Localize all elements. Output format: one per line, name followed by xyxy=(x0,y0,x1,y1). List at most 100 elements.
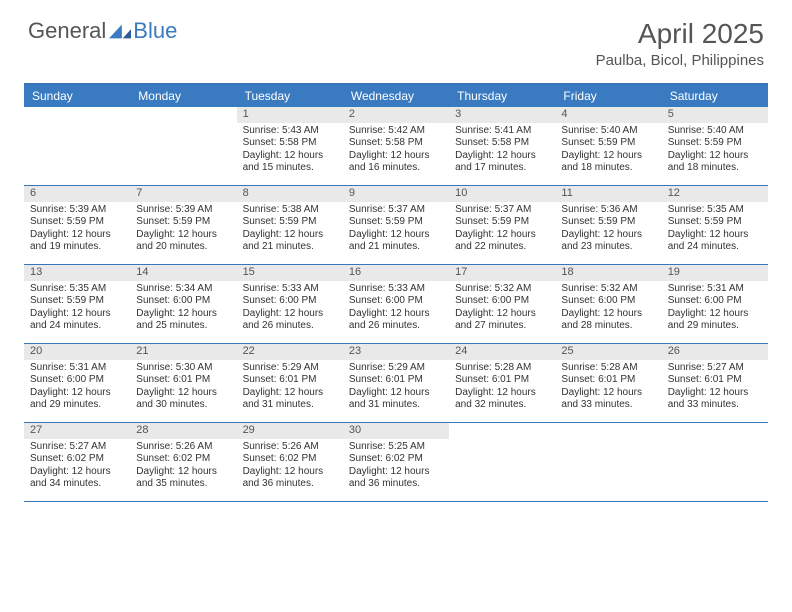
sunrise-text: Sunrise: 5:37 AM xyxy=(349,204,443,217)
daylight-text: Daylight: 12 hours and 29 minutes. xyxy=(30,387,124,412)
daylight-text: Daylight: 12 hours and 33 minutes. xyxy=(561,387,655,412)
calendar-cell: . xyxy=(449,423,555,501)
brand-logo: General Blue xyxy=(28,18,177,44)
calendar-cell: 29Sunrise: 5:26 AMSunset: 6:02 PMDayligh… xyxy=(237,423,343,501)
sunrise-text: Sunrise: 5:26 AM xyxy=(136,441,230,454)
calendar-cell: 24Sunrise: 5:28 AMSunset: 6:01 PMDayligh… xyxy=(449,344,555,422)
calendar-cell: 22 Sunrise: 5:29 AMSunset: 6:01 PMDayligh… xyxy=(237,344,343,422)
sunrise-text: Sunrise: 5:40 AM xyxy=(668,125,762,138)
sunrise-text: Sunrise: 5:43 AM xyxy=(243,125,337,138)
page-subtitle: Paulba, Bicol, Philippines xyxy=(596,52,764,69)
sunset-text: Sunset: 6:01 PM xyxy=(455,374,549,387)
day-number: 17 xyxy=(449,265,555,281)
calendar-cell: 2Sunrise: 5:42 AMSunset: 5:58 PMDaylight… xyxy=(343,107,449,185)
calendar-cell: 20Sunrise: 5:31 AMSunset: 6:00 PMDayligh… xyxy=(24,344,130,422)
day-number: 30 xyxy=(343,423,449,439)
calendar-cell: 23Sunrise: 5:29 AMSunset: 6:01 PMDayligh… xyxy=(343,344,449,422)
sunset-text: Sunset: 5:59 PM xyxy=(30,216,124,229)
sunset-text: Sunset: 6:00 PM xyxy=(349,295,443,308)
day-number: 16 xyxy=(343,265,449,281)
daylight-text: Daylight: 12 hours and 21 minutes. xyxy=(349,229,443,254)
calendar-cell: 13Sunrise: 5:35 AMSunset: 5:59 PMDayligh… xyxy=(24,265,130,343)
calendar-week: 20Sunrise: 5:31 AMSunset: 6:00 PMDayligh… xyxy=(24,344,768,423)
sunset-text: Sunset: 6:02 PM xyxy=(136,453,230,466)
calendar-cell: 11Sunrise: 5:36 AMSunset: 5:59 PMDayligh… xyxy=(555,186,661,264)
daylight-text: Daylight: 12 hours and 16 minutes. xyxy=(349,150,443,175)
sunset-text: Sunset: 6:00 PM xyxy=(30,374,124,387)
cell-body: Sunrise: 5:29 AMSunset: 6:01 PMDaylight:… xyxy=(343,362,449,412)
daylight-text: Daylight: 12 hours and 29 minutes. xyxy=(668,308,762,333)
sunrise-text: Sunrise: 5:34 AM xyxy=(136,283,230,296)
cell-body: Sunrise: 5:42 AMSunset: 5:58 PMDaylight:… xyxy=(343,125,449,175)
daylight-text: Daylight: 12 hours and 28 minutes. xyxy=(561,308,655,333)
sunrise-text: Sunrise: 5:32 AM xyxy=(455,283,549,296)
calendar-week: 6 Sunrise: 5:39 AMSunset: 5:59 PMDaylight… xyxy=(24,186,768,265)
sunrise-text: Sunrise: 5:27 AM xyxy=(668,362,762,375)
dow-tuesday: Tuesday xyxy=(237,85,343,107)
day-number: 26 xyxy=(662,344,768,360)
cell-body: Sunrise: 5:35 AMSunset: 5:59 PMDaylight:… xyxy=(662,204,768,254)
daylight-text: Daylight: 12 hours and 31 minutes. xyxy=(243,387,337,412)
sunrise-text: Sunrise: 5:30 AM xyxy=(136,362,230,375)
calendar-cell: 17 Sunrise: 5:32 AMSunset: 6:00 PMDayligh… xyxy=(449,265,555,343)
calendar-cell: 30 Sunrise: 5:25 AMSunset: 6:02 PMDayligh… xyxy=(343,423,449,501)
cell-body: Sunrise: 5:35 AMSunset: 5:59 PMDaylight:… xyxy=(24,283,130,333)
cell-body: Sunrise: 5:32 AMSunset: 6:00 PMDaylight:… xyxy=(449,283,555,333)
sunrise-text: Sunrise: 5:41 AM xyxy=(455,125,549,138)
cell-body: Sunrise: 5:40 AMSunset: 5:59 PMDaylight:… xyxy=(555,125,661,175)
day-number: 6 xyxy=(24,186,130,202)
dow-wednesday: Wednesday xyxy=(343,85,449,107)
sunset-text: Sunset: 5:58 PM xyxy=(349,137,443,150)
cell-body: Sunrise: 5:27 AMSunset: 6:01 PMDaylight:… xyxy=(662,362,768,412)
day-number: 10 xyxy=(449,186,555,202)
cell-body: Sunrise: 5:41 AMSunset: 5:58 PMDaylight:… xyxy=(449,125,555,175)
cell-body: Sunrise: 5:33 AMSunset: 6:00 PMDaylight:… xyxy=(343,283,449,333)
sunrise-text: Sunrise: 5:33 AM xyxy=(243,283,337,296)
dow-saturday: Saturday xyxy=(662,85,768,107)
sunrise-text: Sunrise: 5:33 AM xyxy=(349,283,443,296)
cell-body: Sunrise: 5:38 AMSunset: 5:59 PMDaylight:… xyxy=(237,204,343,254)
calendar-cell: . xyxy=(555,423,661,501)
cell-body: Sunrise: 5:31 AMSunset: 6:00 PMDaylight:… xyxy=(662,283,768,333)
cell-body: Sunrise: 5:32 AMSunset: 6:00 PMDaylight:… xyxy=(555,283,661,333)
cell-body: Sunrise: 5:29 AMSunset: 6:01 PMDaylight:… xyxy=(237,362,343,412)
sunrise-text: Sunrise: 5:40 AM xyxy=(561,125,655,138)
sunset-text: Sunset: 6:01 PM xyxy=(668,374,762,387)
calendar-cell: 14Sunrise: 5:34 AMSunset: 6:00 PMDayligh… xyxy=(130,265,236,343)
daylight-text: Daylight: 12 hours and 34 minutes. xyxy=(30,466,124,491)
sunset-text: Sunset: 6:02 PM xyxy=(30,453,124,466)
sunrise-text: Sunrise: 5:28 AM xyxy=(455,362,549,375)
cell-body: Sunrise: 5:33 AMSunset: 6:00 PMDaylight:… xyxy=(237,283,343,333)
sunset-text: Sunset: 5:58 PM xyxy=(455,137,549,150)
calendar-cell: 28Sunrise: 5:26 AMSunset: 6:02 PMDayligh… xyxy=(130,423,236,501)
sunset-text: Sunset: 6:00 PM xyxy=(243,295,337,308)
day-number: 1 xyxy=(237,107,343,123)
calendar-cell: 5Sunrise: 5:40 AMSunset: 5:59 PMDaylight… xyxy=(662,107,768,185)
calendar: Sunday Monday Tuesday Wednesday Thursday… xyxy=(24,83,768,502)
cell-body: Sunrise: 5:39 AMSunset: 5:59 PMDaylight:… xyxy=(24,204,130,254)
daylight-text: Daylight: 12 hours and 26 minutes. xyxy=(349,308,443,333)
cell-body: Sunrise: 5:30 AMSunset: 6:01 PMDaylight:… xyxy=(130,362,236,412)
daylight-text: Daylight: 12 hours and 25 minutes. xyxy=(136,308,230,333)
daylight-text: Daylight: 12 hours and 19 minutes. xyxy=(30,229,124,254)
calendar-cell: 7Sunrise: 5:39 AMSunset: 5:59 PMDaylight… xyxy=(130,186,236,264)
sunrise-text: Sunrise: 5:31 AM xyxy=(30,362,124,375)
daylight-text: Daylight: 12 hours and 18 minutes. xyxy=(561,150,655,175)
cell-body: Sunrise: 5:25 AMSunset: 6:02 PMDaylight:… xyxy=(343,441,449,491)
sunset-text: Sunset: 5:59 PM xyxy=(243,216,337,229)
calendar-cell: 9Sunrise: 5:37 AMSunset: 5:59 PMDaylight… xyxy=(343,186,449,264)
sunset-text: Sunset: 5:59 PM xyxy=(136,216,230,229)
calendar-cell: . xyxy=(130,107,236,185)
cell-body: Sunrise: 5:27 AMSunset: 6:02 PMDaylight:… xyxy=(24,441,130,491)
cell-body: Sunrise: 5:26 AMSunset: 6:02 PMDaylight:… xyxy=(237,441,343,491)
daylight-text: Daylight: 12 hours and 17 minutes. xyxy=(455,150,549,175)
sunrise-text: Sunrise: 5:29 AM xyxy=(243,362,337,375)
day-number: 22 xyxy=(237,344,343,360)
calendar-cell: 21Sunrise: 5:30 AMSunset: 6:01 PMDayligh… xyxy=(130,344,236,422)
day-of-week-header: Sunday Monday Tuesday Wednesday Thursday… xyxy=(24,85,768,107)
dow-friday: Friday xyxy=(555,85,661,107)
brand-text-2: Blue xyxy=(133,18,177,44)
cell-body: Sunrise: 5:40 AMSunset: 5:59 PMDaylight:… xyxy=(662,125,768,175)
sunset-text: Sunset: 5:58 PM xyxy=(243,137,337,150)
sunrise-text: Sunrise: 5:32 AM xyxy=(561,283,655,296)
